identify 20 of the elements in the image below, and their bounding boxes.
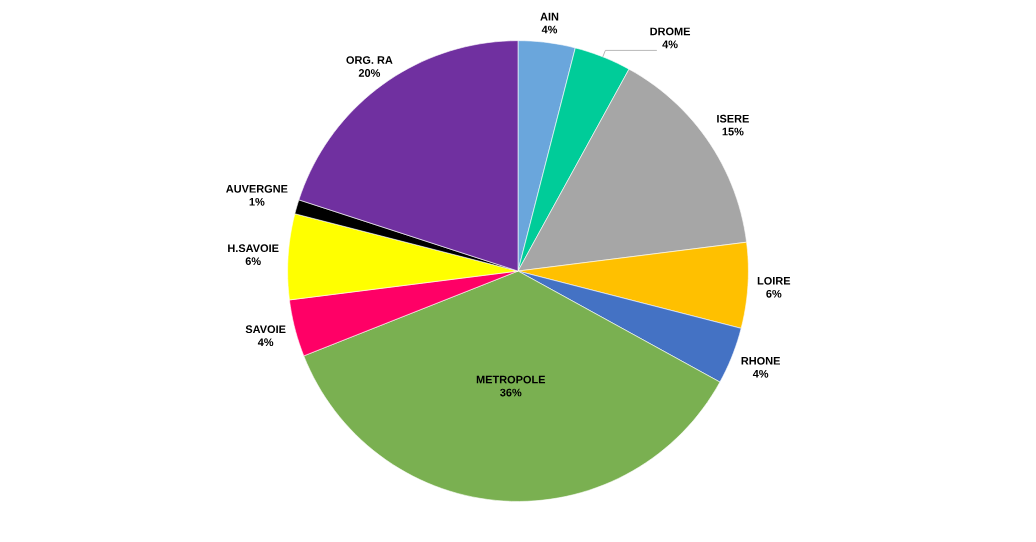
slice-label: SAVOIE (245, 325, 286, 334)
data-label: 15% (722, 127, 744, 136)
slice-label: ORG. RA (346, 56, 393, 64)
slice-label: AUVERGNE (226, 184, 288, 193)
slice-label: METROPOLE (476, 375, 546, 384)
data-label: 36% (500, 388, 522, 397)
slice-label: DROME (650, 27, 691, 36)
data-label: 4% (541, 25, 558, 34)
data-label: 6% (766, 289, 782, 298)
data-label: 1% (249, 197, 265, 206)
slice-label: H.SAVOIE (228, 244, 279, 253)
slice-label: ISERE (717, 114, 749, 123)
data-label: 4% (257, 338, 274, 346)
data-label: 20% (358, 69, 381, 77)
data-label: 6% (245, 257, 261, 265)
data-label: 4% (662, 40, 678, 49)
slice-label: AIN (540, 12, 559, 21)
slice-label: RHONE (741, 356, 780, 365)
data-label: 4% (752, 369, 769, 378)
slice-label: LOIRE (757, 276, 791, 285)
